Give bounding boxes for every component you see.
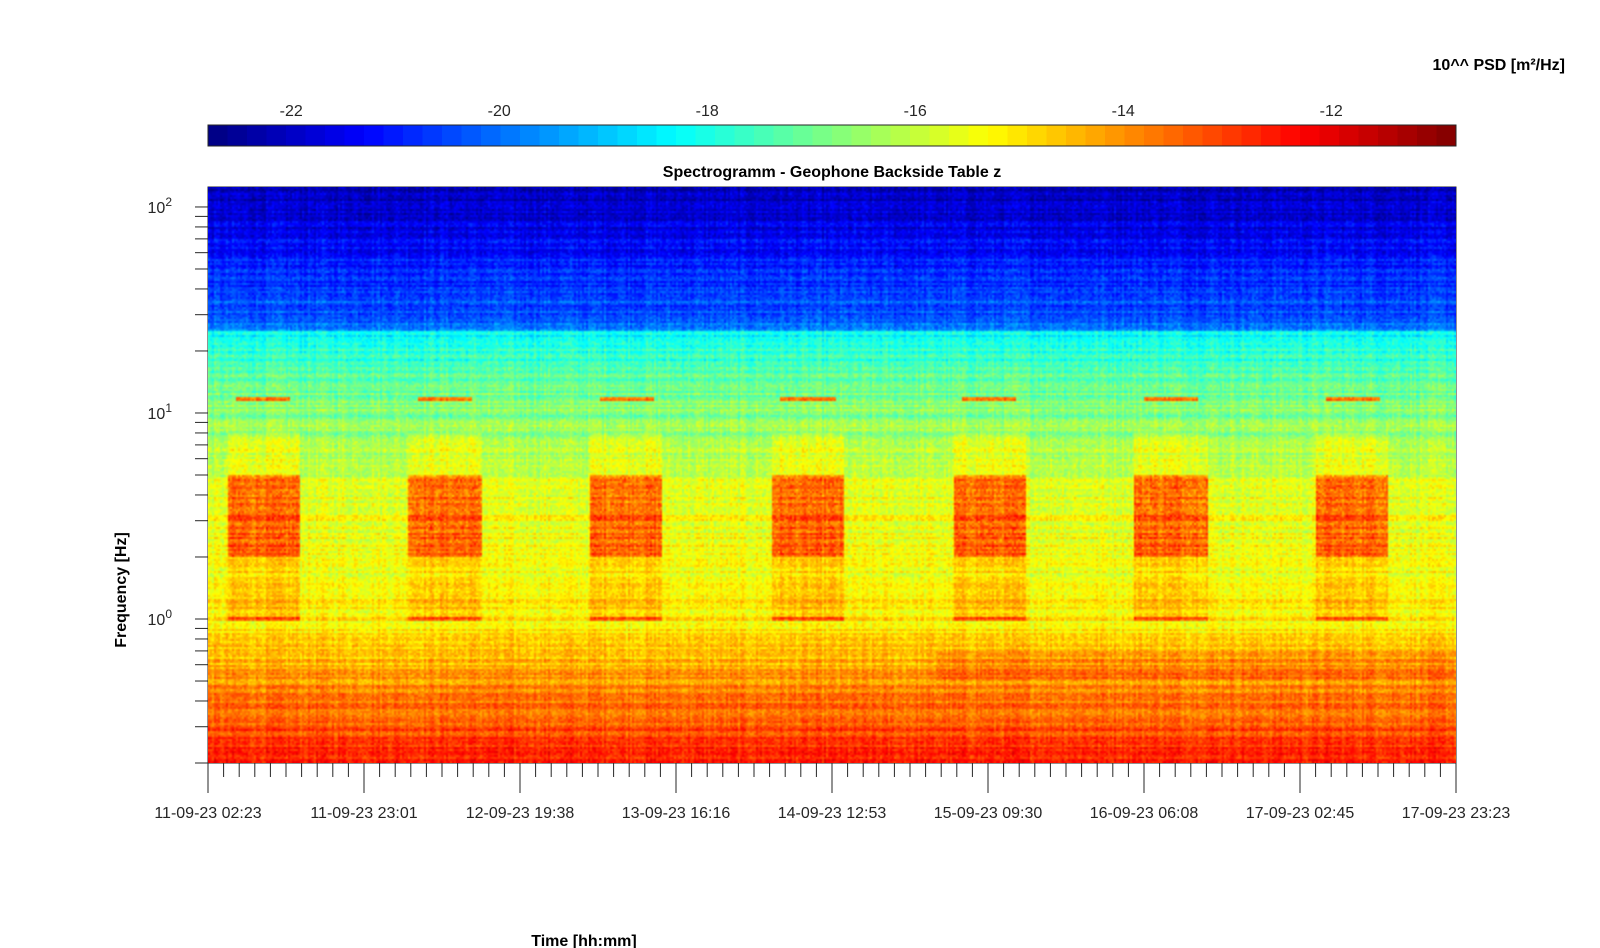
y-tick-label: 101 xyxy=(148,401,173,423)
chart-title: Spectrogramm - Geophone Backside Table z xyxy=(663,164,1001,181)
x-tick-label: 14-09-23 12:53 xyxy=(778,805,887,822)
colorbar-tick-label: -20 xyxy=(488,103,511,120)
x-axis: 11-09-23 02:23 11-09-23 23:01 12-09-23 19:… xyxy=(154,763,1510,822)
x-tick-label: 15-09-23 09:30 xyxy=(934,805,1043,822)
x-tick-label: 12-09-23 19:38 xyxy=(466,805,575,822)
colorbar-tick-label: -22 xyxy=(280,103,303,120)
colorbar-tick-label: -16 xyxy=(904,103,927,120)
colorbar-label: 10^^ PSD [m²/Hz] xyxy=(1433,57,1565,74)
x-tick-label: 17-09-23 23:23 xyxy=(1402,805,1511,822)
x-tick-label: 11-09-23 23:01 xyxy=(310,805,417,822)
spectrogram-heatmap xyxy=(208,187,1456,763)
x-tick-label: 17-09-23 02:45 xyxy=(1246,805,1355,822)
x-tick-label: 16-09-23 06:08 xyxy=(1090,805,1199,822)
colorbar-tick-label: -14 xyxy=(1112,103,1135,120)
y-axis: 100 101 102 xyxy=(148,195,208,764)
colorbar-tick-label: -12 xyxy=(1320,103,1343,120)
y-tick-label: 102 xyxy=(148,195,173,217)
y-axis-label: Frequency [Hz] xyxy=(113,532,130,648)
x-tick-label: 11-09-23 02:23 xyxy=(154,805,261,822)
colorbar xyxy=(207,124,1457,147)
colorbar-tick-label: -18 xyxy=(696,103,719,120)
x-tick-label: 13-09-23 16:16 xyxy=(622,805,731,822)
y-tick-label: 100 xyxy=(148,607,173,629)
x-axis-label: Time [hh:mm] xyxy=(531,933,636,948)
